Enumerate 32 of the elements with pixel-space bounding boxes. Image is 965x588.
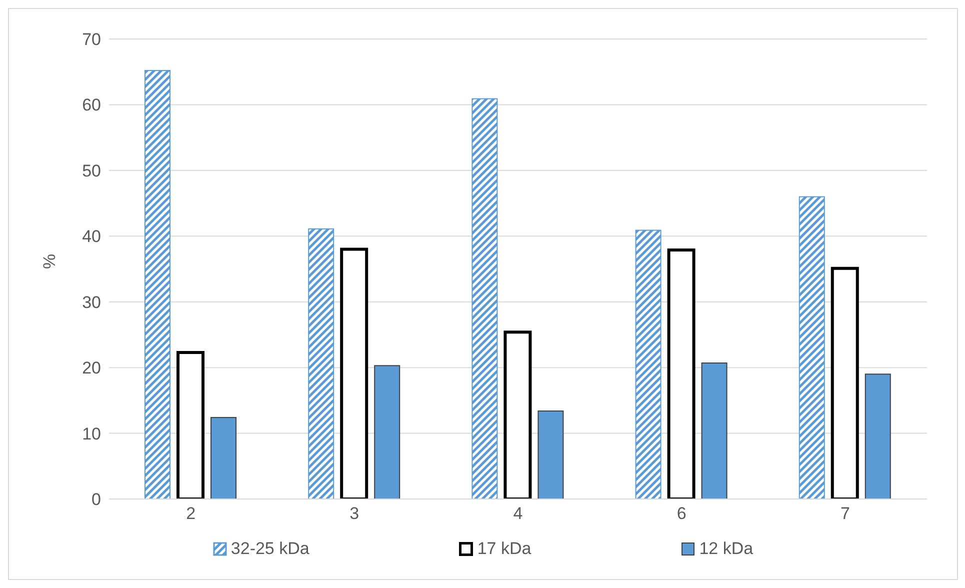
bar (701, 362, 728, 499)
bar (798, 196, 825, 499)
bar (210, 417, 236, 499)
y-tick-label: 60 (82, 96, 101, 115)
y-tick-label: 30 (82, 292, 101, 312)
y-tick-label: 40 (82, 227, 101, 246)
y-tick-label: 20 (82, 358, 101, 378)
bar (472, 98, 498, 499)
x-tick-label: 6 (676, 504, 686, 524)
bar (667, 248, 696, 499)
x-tick-label: 4 (513, 504, 523, 524)
y-tick-label: 70 (82, 30, 101, 50)
bar (635, 230, 662, 499)
legend-label: 32-25 kDa (230, 539, 310, 559)
bar (830, 266, 859, 499)
x-tick-label: 3 (350, 504, 360, 524)
bar (504, 330, 532, 499)
bar (538, 410, 564, 499)
y-tick-label: 50 (82, 161, 101, 180)
y-tick-label: 0 (92, 490, 101, 510)
legend-label: 12 kDa (699, 539, 754, 559)
legend-label: 17 kDa (477, 539, 532, 559)
bar (144, 70, 170, 499)
bar (340, 248, 368, 499)
x-tick-label: 7 (840, 504, 850, 524)
y-tick-label: 10 (82, 424, 101, 444)
bar (864, 374, 891, 499)
bar (308, 228, 334, 499)
x-tick-label: 2 (186, 504, 196, 524)
bar (176, 350, 204, 499)
y-axis-title: % (40, 254, 60, 269)
bar (374, 365, 400, 499)
